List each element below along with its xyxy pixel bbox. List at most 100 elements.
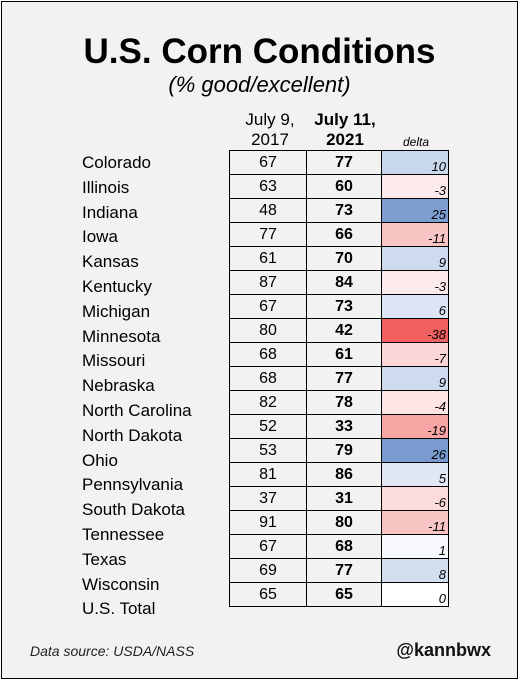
delta-cell: 6 <box>381 294 449 319</box>
table-row: 80 42 -38 <box>229 318 449 343</box>
value-2021: 61 <box>306 342 382 367</box>
value-2017: 81 <box>229 462 307 487</box>
state-label: Wisconsin <box>82 574 160 594</box>
column-header-2021-line1: July 11, <box>314 110 376 129</box>
table-row: 61 70 9 <box>229 246 449 271</box>
table-row: 82 78 -4 <box>229 390 449 415</box>
delta-cell: -3 <box>381 174 449 199</box>
table-row: 77 66 -11 <box>229 222 449 247</box>
delta-cell: -6 <box>381 486 449 511</box>
value-2017: 82 <box>229 390 307 415</box>
value-2021: 68 <box>306 534 382 559</box>
table-row: 67 68 1 <box>229 534 449 559</box>
value-2021: 80 <box>306 510 382 535</box>
value-2017: 67 <box>229 150 307 175</box>
value-2017: 87 <box>229 270 307 295</box>
table-row: 53 79 26 <box>229 438 449 463</box>
value-2021: 77 <box>306 558 382 583</box>
delta-cell: 5 <box>381 462 449 487</box>
state-label: Tennessee <box>82 525 165 544</box>
value-2017: 53 <box>229 438 307 463</box>
column-header-delta: delta <box>402 135 430 149</box>
value-2017: 68 <box>229 366 307 391</box>
state-label: Indiana <box>82 202 138 222</box>
value-2021: 33 <box>306 414 382 439</box>
delta-cell: 0 <box>381 582 449 607</box>
state-label: Kentucky <box>82 277 152 296</box>
state-label: Colorado <box>82 153 151 172</box>
delta-cell: -19 <box>381 414 449 439</box>
value-2017: 37 <box>229 486 307 511</box>
value-2021: 78 <box>306 390 382 415</box>
delta-cell: 1 <box>381 534 449 559</box>
column-header-2017-line2: 2017 <box>251 130 289 149</box>
state-label: Nebraska <box>82 376 155 396</box>
chart-title: U.S. Corn Conditions <box>83 32 436 71</box>
value-2021: 73 <box>306 198 382 223</box>
state-label: U.S. Total <box>82 599 156 619</box>
value-2017: 77 <box>229 222 307 247</box>
table-row: 68 77 9 <box>229 366 449 391</box>
delta-cell: -11 <box>381 510 449 535</box>
value-2021: 77 <box>306 366 382 391</box>
column-header-2021-line2: 2021 <box>326 130 364 149</box>
value-2017: 52 <box>229 414 307 439</box>
value-2017: 61 <box>229 246 307 271</box>
column-header-2017: July 9, 2017 <box>232 110 308 150</box>
value-2021: 70 <box>306 246 382 271</box>
delta-cell: 8 <box>381 558 449 583</box>
state-label: Michigan <box>82 301 151 321</box>
delta-cell: -4 <box>381 390 449 415</box>
value-2017: 69 <box>229 558 307 583</box>
state-label: South Dakota <box>82 500 186 520</box>
table-row: 69 77 8 <box>229 558 449 583</box>
table-row: 87 84 -3 <box>229 270 449 295</box>
value-2021: 60 <box>306 174 382 199</box>
delta-cell: -11 <box>381 222 449 247</box>
delta-cell: -7 <box>381 342 449 367</box>
state-label: Kansas <box>82 252 139 272</box>
table-row: 81 86 5 <box>229 462 449 487</box>
state-label: North Dakota <box>82 425 183 445</box>
value-2017: 67 <box>229 294 307 319</box>
state-label: North Carolina <box>82 401 192 420</box>
table-row: 63 60 -3 <box>229 174 449 199</box>
state-label: Ohio <box>82 450 118 470</box>
column-header-2021: July 11, 2021 <box>306 110 384 150</box>
delta-cell: 26 <box>381 438 449 463</box>
column-header-2017-line1: July 9, <box>245 110 295 129</box>
table-row: 68 61 -7 <box>229 342 449 367</box>
value-2021: 84 <box>306 270 382 295</box>
table-row: 48 73 25 <box>229 198 449 223</box>
value-2017: 48 <box>229 198 307 223</box>
value-2017: 65 <box>229 582 307 607</box>
value-2021: 42 <box>306 318 382 343</box>
value-2017: 68 <box>229 342 307 367</box>
table-row: 52 33 -19 <box>229 414 449 439</box>
delta-cell: 10 <box>381 150 449 175</box>
delta-cell: -3 <box>381 270 449 295</box>
state-label: Pennsylvania <box>82 475 184 495</box>
state-label: Missouri <box>82 351 146 371</box>
value-2017: 91 <box>229 510 307 535</box>
delta-cell: 25 <box>381 198 449 223</box>
value-2021: 31 <box>306 486 382 511</box>
value-2021: 73 <box>306 294 382 319</box>
table-row: 37 31 -6 <box>229 486 449 511</box>
table-row: 65 65 0 <box>229 582 449 607</box>
chart-subtitle: (% good/excellent) <box>168 72 351 97</box>
value-2021: 77 <box>306 150 382 175</box>
value-2021: 66 <box>306 222 382 247</box>
value-2021: 79 <box>306 438 382 463</box>
value-2021: 86 <box>306 462 382 487</box>
delta-cell: 9 <box>381 246 449 271</box>
state-label: Texas <box>82 549 127 569</box>
table-row: 67 77 10 <box>229 150 449 175</box>
conditions-table: 67 77 10 63 60 -3 48 73 25 77 66 -11 61 70 9 87 84 -3 67 73… <box>229 150 449 607</box>
author-handle: @kannbwx <box>396 640 491 660</box>
value-2017: 63 <box>229 174 307 199</box>
state-label: Minnesota <box>82 326 161 346</box>
value-2021: 65 <box>306 582 382 607</box>
table-row: 91 80 -11 <box>229 510 449 535</box>
table-row: 67 73 6 <box>229 294 449 319</box>
